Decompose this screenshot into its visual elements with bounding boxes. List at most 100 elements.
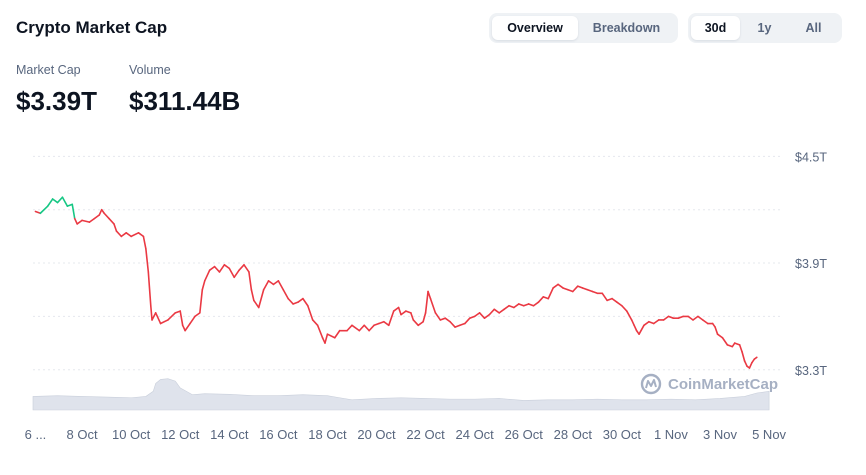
price-line-segment	[287, 297, 294, 305]
x-tick-label: 18 Oct	[308, 427, 347, 442]
price-line-segment	[250, 288, 255, 302]
price-line-segment	[302, 297, 309, 307]
range-all-button[interactable]: All	[805, 21, 822, 35]
price-line-segment	[405, 310, 412, 314]
x-tick-label: 16 Oct	[259, 427, 298, 442]
price-line-segment	[508, 304, 515, 309]
range-30d-button[interactable]: 30d	[691, 16, 740, 40]
watermark-text: CoinMarketCap	[668, 376, 778, 393]
price-line-segment	[181, 324, 186, 332]
price-line-segment	[34, 210, 42, 215]
price-line-segment	[542, 296, 550, 300]
price-line-segment	[417, 320, 424, 327]
market-cap-chart[interactable]: $4.5T $3.9T $3.3T 6 ... 8 Oct 10 Oct 12 Oct 14…	[0, 120, 866, 475]
price-line-segment	[625, 310, 633, 321]
price-line-segment	[203, 269, 211, 282]
price-line-segment	[81, 219, 91, 223]
price-line-segment	[702, 319, 709, 325]
price-line-segment	[61, 196, 69, 207]
price-line-segment	[518, 303, 525, 307]
tab-overview[interactable]: Overview	[492, 16, 578, 40]
price-line-segment	[733, 342, 741, 346]
price-line-segment	[108, 217, 115, 225]
price-line-segment	[272, 280, 280, 286]
price-line-segment	[714, 326, 719, 335]
price-line-segment	[633, 324, 638, 332]
price-line-segment	[98, 208, 103, 216]
price-line-segment	[223, 264, 231, 270]
price-line-segment	[454, 324, 461, 328]
price-line-segment	[292, 301, 299, 305]
price-line-segment	[218, 264, 226, 273]
price-line-segment	[297, 297, 304, 303]
price-line-segment	[130, 232, 140, 238]
price-line-segment	[434, 312, 442, 321]
market-cap-label: Market Cap	[16, 63, 81, 77]
price-line-segment	[643, 320, 650, 327]
price-line-segment	[243, 264, 250, 273]
price-line-segment	[142, 235, 147, 250]
price-line-segment	[621, 304, 628, 312]
price-line-segment	[103, 212, 110, 220]
price-line-segment	[46, 198, 54, 207]
price-line-segment	[201, 280, 206, 291]
price-line-segment	[368, 324, 375, 332]
range-1y-button[interactable]: 1y	[757, 21, 772, 35]
price-line-segment	[567, 288, 574, 293]
price-line-segment	[429, 297, 437, 314]
price-line-segment	[439, 317, 447, 321]
price-line-segment	[581, 287, 589, 291]
price-line-segment	[488, 308, 496, 316]
price-line-segment	[422, 312, 427, 323]
price-line-segment	[552, 283, 559, 289]
price-line-segment	[743, 360, 748, 368]
volume-value: $311.44B	[129, 86, 241, 116]
price-line-segment	[324, 333, 329, 344]
price-line-segment	[39, 205, 49, 215]
price-line-segment	[351, 324, 361, 332]
price-line-segment	[194, 312, 201, 318]
price-line-segment	[557, 283, 564, 289]
price-line-segment	[167, 312, 177, 321]
price-line-segment	[652, 319, 660, 325]
price-line-segment	[503, 304, 510, 311]
price-line-segment	[248, 271, 253, 291]
price-line-segment	[576, 285, 584, 289]
price-line-segment	[213, 265, 221, 273]
price-line-segment	[125, 232, 132, 238]
price-line-segment	[527, 303, 535, 307]
price-line-segment	[547, 287, 554, 300]
y-tick-label: $3.3T	[795, 364, 827, 378]
price-line-segment	[88, 217, 96, 223]
price-line-segment	[392, 306, 400, 312]
price-line-segment	[738, 344, 743, 353]
price-line-segment	[208, 265, 216, 271]
price-line-segment	[606, 297, 613, 302]
price-line-segment	[532, 301, 540, 307]
volume-label: Volume	[129, 63, 171, 77]
price-line-segment	[73, 217, 78, 225]
price-line-segment	[66, 203, 74, 207]
view-toggle: Overview Breakdown	[489, 13, 678, 43]
price-line-segment	[137, 232, 145, 238]
price-line-segment	[662, 315, 670, 321]
price-line-segment	[174, 310, 182, 314]
price-line-segment	[726, 344, 734, 348]
price-line-segment	[424, 290, 429, 314]
price-line-segment	[630, 319, 635, 327]
price-line-segment	[383, 320, 390, 327]
price-line-segment	[753, 356, 758, 360]
x-tick-label: 20 Oct	[357, 427, 396, 442]
price-line-segment	[387, 310, 395, 327]
price-line-segment	[537, 296, 545, 303]
x-tick-label: 5 Nov	[752, 427, 786, 442]
price-line-segment	[400, 310, 407, 316]
price-line-segment	[333, 329, 341, 339]
x-tick-label: 24 Oct	[456, 427, 495, 442]
tab-breakdown[interactable]: Breakdown	[592, 21, 661, 35]
price-line-segment	[741, 351, 746, 362]
price-line-segment	[253, 299, 260, 309]
price-line-segment	[591, 290, 599, 295]
price-line-segment	[311, 319, 319, 327]
price-line-segment	[179, 310, 184, 327]
